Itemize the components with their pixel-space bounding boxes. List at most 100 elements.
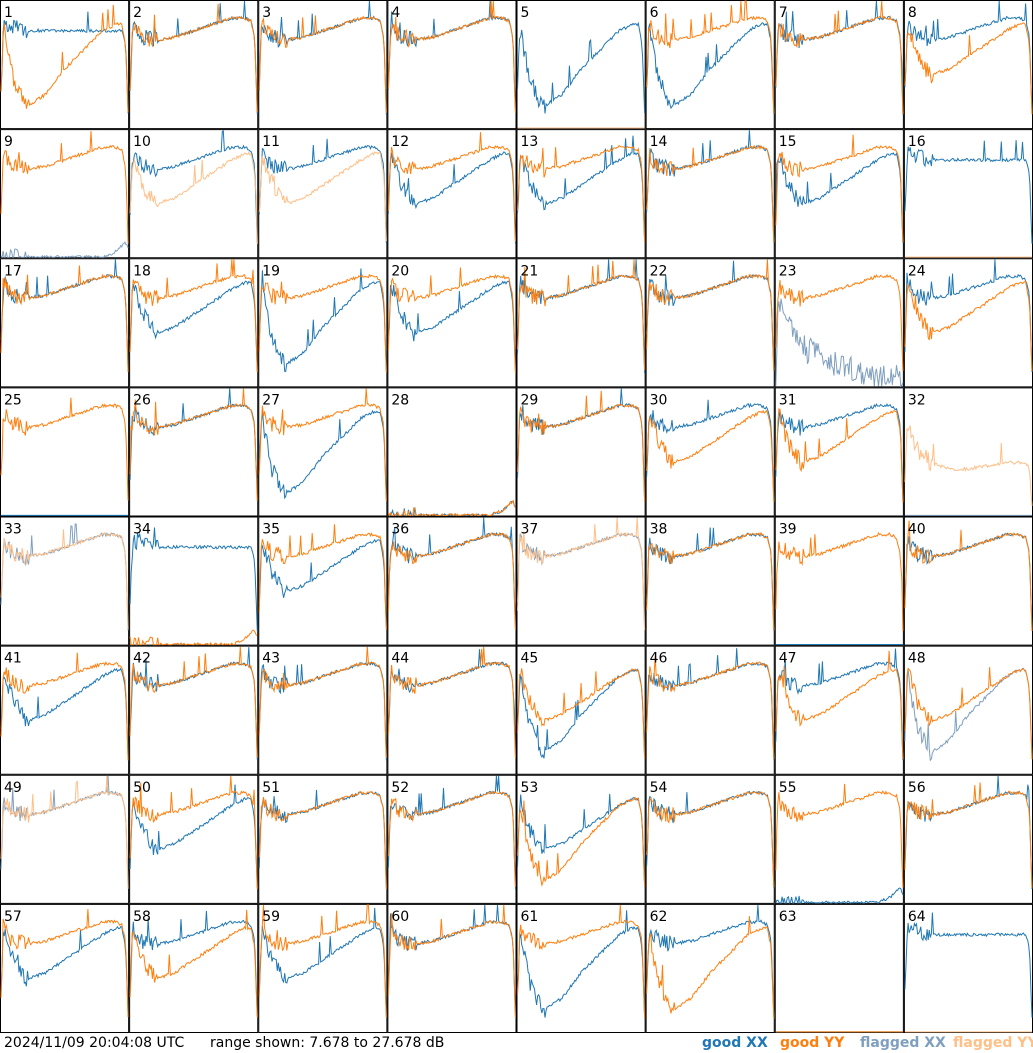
series-xx-line <box>0 667 129 759</box>
series-xx-line <box>775 298 904 388</box>
panel-label: 21 <box>521 263 539 279</box>
antenna-panel-51: 51 <box>258 774 388 904</box>
panel-frame <box>516 774 646 904</box>
antenna-panel-19: 19 <box>258 258 388 388</box>
panel-label: 48 <box>908 651 926 667</box>
series-yy-line <box>775 407 904 503</box>
series-xx-line <box>387 775 516 890</box>
panel-label: 38 <box>650 522 668 538</box>
panel-label: 23 <box>779 263 797 279</box>
antenna-panel-33: 33 <box>0 516 130 646</box>
range-shown: range shown: 7.678 to 27.678 dB <box>210 1035 445 1051</box>
panel-frame <box>0 516 130 646</box>
antenna-panel-23: 23 <box>774 258 904 388</box>
series-yy-line <box>904 22 1033 115</box>
series-yy-line <box>775 134 904 243</box>
series-yy-line <box>775 783 904 888</box>
series-xx-line <box>258 409 387 501</box>
panel-frame <box>774 258 904 388</box>
panel-label: 29 <box>521 392 539 408</box>
series-yy-line <box>387 499 516 517</box>
panel-label: 35 <box>262 522 280 538</box>
series-yy-line <box>0 4 129 113</box>
panel-frame <box>516 0 646 130</box>
panel-label: 40 <box>908 522 926 538</box>
legend-good-xx: good XX <box>702 1035 768 1051</box>
panel-frame <box>129 258 259 388</box>
antenna-panel-50: 50 <box>129 774 259 904</box>
series-xx-line <box>646 399 775 500</box>
panel-frame <box>516 129 646 259</box>
series-yy-line <box>387 790 516 887</box>
panel-label: 58 <box>133 909 151 925</box>
series-xx-line <box>646 904 775 1017</box>
series-yy-line <box>129 259 258 373</box>
antenna-panel-21: 21 <box>516 258 646 388</box>
panel-label: 39 <box>779 522 797 538</box>
antenna-panel-49: 49 <box>0 774 130 904</box>
series-xx-line <box>775 152 904 244</box>
legend-flagged-yy: flagged YY <box>953 1035 1033 1051</box>
antenna-panel-37: 37 <box>516 516 646 646</box>
antenna-panel-12: 12 <box>387 129 517 259</box>
series-yy-line <box>0 397 129 501</box>
series-yy-line <box>775 0 904 115</box>
panel-label: 61 <box>521 909 539 925</box>
panel-label: 36 <box>391 522 409 538</box>
series-yy-line <box>646 259 775 371</box>
series-yy-line <box>646 532 775 631</box>
series-xx-line <box>129 527 258 632</box>
panel-label: 45 <box>521 651 539 667</box>
series-yy-line <box>775 531 904 631</box>
series-yy-line <box>387 904 516 1019</box>
panel-label: 57 <box>4 909 22 925</box>
panel-label: 41 <box>4 651 22 667</box>
series-xx-line <box>258 538 387 629</box>
series-yy-line <box>517 517 646 631</box>
panel-frame <box>258 645 388 775</box>
antenna-panel-42: 42 <box>129 645 259 775</box>
panel-frame <box>516 258 646 388</box>
panel-label: 49 <box>4 780 22 796</box>
antenna-panel-40: 40 <box>903 516 1033 646</box>
series-xx-line <box>129 280 258 372</box>
panel-label: 9 <box>4 134 13 150</box>
series-yy-line <box>129 629 258 646</box>
series-yy-line <box>129 646 258 758</box>
series-yy-line <box>0 908 129 1018</box>
panel-label: 25 <box>4 392 22 408</box>
panel-frame <box>645 516 775 646</box>
panel-label: 44 <box>391 651 409 667</box>
panel-label: 42 <box>133 651 151 667</box>
antenna-panel-2: 2 <box>129 0 259 130</box>
panel-label: 6 <box>650 5 659 21</box>
antenna-panel-5: 5 <box>516 0 646 130</box>
panel-label: 30 <box>650 392 668 408</box>
series-yy-line <box>646 656 775 759</box>
series-yy-line <box>0 652 129 761</box>
antenna-panel-53: 53 <box>516 774 646 904</box>
antenna-panel-36: 36 <box>387 516 517 646</box>
panel-label: 26 <box>133 392 151 408</box>
panel-label: 37 <box>521 522 539 538</box>
panel-label: 50 <box>133 780 151 796</box>
series-yy-line <box>904 280 1033 372</box>
series-yy-line <box>258 646 387 758</box>
timestamp: 2024/11/09 20:04:08 UTC <box>4 1035 185 1051</box>
antenna-panel-4: 4 <box>387 0 517 130</box>
panel-frame <box>516 387 646 517</box>
panel-frame <box>387 903 517 1033</box>
series-yy-line <box>0 529 129 629</box>
panel-label: 5 <box>521 5 530 21</box>
legend-flagged-xx: flagged XX <box>860 1035 946 1051</box>
panel-frame <box>645 387 775 517</box>
panel-label: 34 <box>133 522 151 538</box>
series-yy-line <box>904 667 1033 760</box>
panel-frame <box>903 645 1033 775</box>
series-yy-line <box>387 132 516 242</box>
panel-frame <box>0 258 130 388</box>
series-yy-line <box>904 425 1033 506</box>
panel-frame <box>645 258 775 388</box>
panel-label: 53 <box>521 780 539 796</box>
series-yy-line <box>904 782 1033 888</box>
